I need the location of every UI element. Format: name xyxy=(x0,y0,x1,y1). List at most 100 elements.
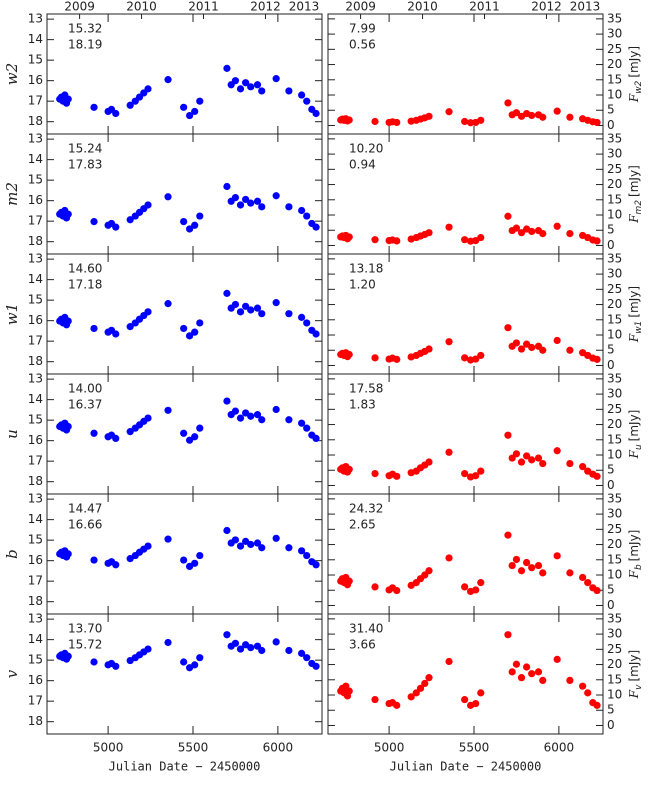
data-point xyxy=(112,223,120,231)
y-axis-label: Fb [mJy] xyxy=(627,530,644,580)
y-label-subscript: w1 xyxy=(634,321,644,334)
data-point xyxy=(231,536,240,544)
data-point xyxy=(445,554,453,562)
data-point xyxy=(191,221,199,229)
data-point xyxy=(566,229,574,238)
annotation: 16.66 xyxy=(68,518,102,532)
y-tick-label: 17 xyxy=(28,574,43,588)
data-point xyxy=(180,429,188,437)
data-point xyxy=(393,701,401,709)
data-point xyxy=(196,97,204,105)
plot-frame xyxy=(327,613,604,735)
y-tick-label: 30 xyxy=(607,147,622,161)
data-point xyxy=(272,75,280,83)
data-point xyxy=(393,472,401,480)
data-point xyxy=(566,346,574,354)
y-tick-label: 20 xyxy=(607,57,622,71)
y-tick-label: 0 xyxy=(607,358,615,372)
data-point xyxy=(164,535,172,543)
data-point xyxy=(112,109,120,118)
y-tick-label: 18 xyxy=(28,114,43,128)
y-tick-label: 18 xyxy=(28,474,43,488)
y-tick-label: 16 xyxy=(28,553,43,567)
data-point xyxy=(253,411,262,419)
data-point xyxy=(242,409,250,417)
data-point xyxy=(566,676,574,684)
data-point xyxy=(566,113,574,121)
data-point xyxy=(64,95,72,103)
data-point xyxy=(553,107,561,115)
data-point xyxy=(231,300,240,309)
data-point xyxy=(504,99,512,107)
data-point xyxy=(312,330,320,338)
data-point xyxy=(285,646,293,655)
y-label-subscript: u xyxy=(634,444,644,450)
data-point xyxy=(539,229,547,238)
data-point xyxy=(345,577,353,585)
y-label-unit: [mJy] xyxy=(627,165,641,197)
data-point xyxy=(144,308,152,316)
y-axis-label: Fu [mJy] xyxy=(627,410,644,460)
data-point xyxy=(242,195,250,204)
data-point xyxy=(90,324,98,333)
y-axis-label: u xyxy=(3,429,21,439)
y-label-subscript: w2 xyxy=(634,80,644,93)
y-tick-label: 35 xyxy=(607,131,622,145)
data-point xyxy=(242,79,250,87)
y-label-symbol: F xyxy=(627,569,641,579)
panel: 13 14 15 16 17 18 u 14.00 16.37 xyxy=(3,372,323,495)
data-point xyxy=(303,97,311,105)
data-point xyxy=(90,217,98,226)
data-point xyxy=(593,472,601,480)
y-tick-label: 15 xyxy=(607,312,622,326)
data-point xyxy=(196,212,204,220)
top-tick-label: 2011 xyxy=(188,0,219,14)
data-point xyxy=(223,397,231,405)
data-point xyxy=(258,310,266,318)
data-point xyxy=(508,561,516,570)
data-point xyxy=(461,354,469,362)
data-point xyxy=(517,674,526,682)
x-axis-label: Julian Date − 2450000 xyxy=(390,760,542,774)
data-point xyxy=(164,76,172,84)
data-point xyxy=(345,687,353,695)
y-tick-label: 35 xyxy=(607,11,622,25)
y-tick-label: 17 xyxy=(28,454,43,468)
data-point xyxy=(247,306,255,314)
data-point xyxy=(553,336,561,345)
data-point xyxy=(508,668,516,676)
data-point xyxy=(466,119,475,127)
y-tick-label: 18 xyxy=(28,594,43,608)
y-tick-label: 0 xyxy=(607,598,615,612)
y-tick-label: 5 xyxy=(607,223,615,237)
data-point xyxy=(528,343,536,352)
data-point xyxy=(566,459,574,468)
data-point xyxy=(247,644,255,652)
annotation: 17.18 xyxy=(68,278,102,292)
data-point xyxy=(112,662,120,670)
y-tick-label: 10 xyxy=(607,328,622,342)
y-tick-label: 10 xyxy=(607,208,622,222)
data-point xyxy=(285,310,293,318)
data-point xyxy=(523,452,531,460)
annotation: 15.24 xyxy=(68,142,102,156)
y-axis-label: m2 xyxy=(3,182,21,206)
data-point xyxy=(517,458,526,466)
y-tick-label: 15 xyxy=(28,413,43,427)
data-point xyxy=(253,539,262,547)
x-tick-label: 6000 xyxy=(544,741,575,755)
data-point xyxy=(196,551,204,560)
y-axis-label: Fm2 [mJy] xyxy=(627,165,644,224)
panel: 13 14 15 16 17 18 w1 14.60 17.18 xyxy=(3,252,323,375)
y-tick-label: 25 xyxy=(607,402,622,416)
y-tick-label: 20 xyxy=(607,417,622,431)
data-point xyxy=(472,586,480,594)
data-point xyxy=(371,117,379,126)
y-label-unit: [mJy] xyxy=(627,530,641,562)
data-point xyxy=(477,233,485,242)
y-tick-label: 20 xyxy=(607,297,622,311)
data-point xyxy=(272,534,280,542)
data-point xyxy=(164,406,172,414)
